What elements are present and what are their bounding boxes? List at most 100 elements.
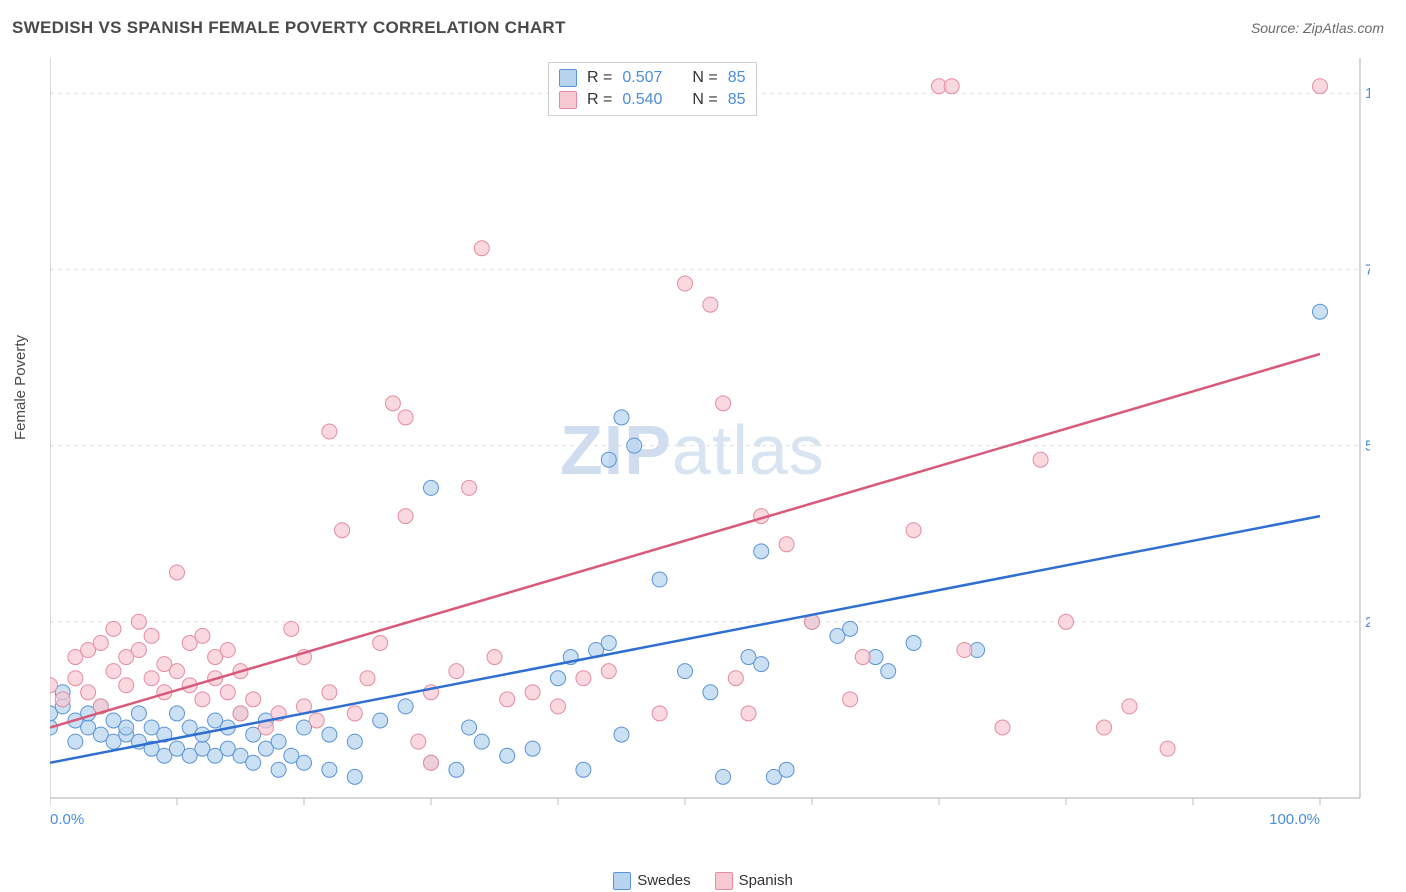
r-key: R =: [587, 69, 612, 87]
info-row: R = 0.507N = 85: [559, 67, 746, 89]
data-point: [678, 664, 693, 679]
data-point: [995, 720, 1010, 735]
data-point: [119, 720, 134, 735]
data-point: [68, 671, 83, 686]
chart-title: SWEDISH VS SPANISH FEMALE POVERTY CORREL…: [12, 18, 566, 38]
data-point: [131, 643, 146, 658]
legend-swatch-icon: [559, 69, 577, 87]
data-point: [55, 692, 70, 707]
r-value: 0.540: [622, 91, 662, 109]
data-point: [487, 650, 502, 665]
data-point: [576, 762, 591, 777]
data-point: [284, 621, 299, 636]
legend-swatch-icon: [613, 872, 631, 890]
data-point: [309, 713, 324, 728]
data-point: [716, 769, 731, 784]
data-point: [906, 635, 921, 650]
data-point: [703, 297, 718, 312]
data-point: [576, 671, 591, 686]
data-point: [652, 572, 667, 587]
chart-svg: 25.0%50.0%75.0%100.0%0.0%100.0%: [50, 58, 1370, 826]
data-point: [195, 628, 210, 643]
data-point: [754, 544, 769, 559]
data-point: [474, 241, 489, 256]
legend-item: Spanish: [715, 872, 793, 890]
data-point: [93, 635, 108, 650]
data-point: [411, 734, 426, 749]
data-point: [297, 755, 312, 770]
data-point: [855, 650, 870, 665]
data-point: [525, 685, 540, 700]
data-point: [614, 410, 629, 425]
trend-line: [50, 516, 1320, 763]
data-point: [170, 706, 185, 721]
scatter-plot: 25.0%50.0%75.0%100.0%0.0%100.0%: [50, 58, 1370, 826]
data-point: [843, 621, 858, 636]
data-point: [957, 643, 972, 658]
data-point: [398, 699, 413, 714]
data-point: [944, 79, 959, 94]
data-point: [741, 706, 756, 721]
data-point: [474, 734, 489, 749]
data-point: [385, 396, 400, 411]
data-point: [220, 685, 235, 700]
data-point: [398, 410, 413, 425]
data-point: [347, 769, 362, 784]
y-tick-label: 50.0%: [1365, 438, 1370, 455]
r-value: 0.507: [622, 69, 662, 87]
data-point: [360, 671, 375, 686]
data-point: [106, 621, 121, 636]
legend-label: Swedes: [637, 872, 690, 889]
data-point: [347, 706, 362, 721]
data-point: [322, 762, 337, 777]
data-point: [373, 713, 388, 728]
data-point: [131, 706, 146, 721]
data-point: [703, 685, 718, 700]
r-key: R =: [587, 91, 612, 109]
correlation-info-box: R = 0.507 N = 85R = 0.540 N = 85: [548, 62, 757, 116]
data-point: [601, 635, 616, 650]
data-point: [1059, 614, 1074, 629]
bottom-legend: Swedes Spanish: [0, 872, 1406, 890]
data-point: [627, 438, 642, 453]
data-point: [1033, 452, 1048, 467]
data-point: [68, 734, 83, 749]
data-point: [144, 628, 159, 643]
data-point: [906, 523, 921, 538]
data-point: [779, 537, 794, 552]
data-point: [144, 671, 159, 686]
data-point: [398, 509, 413, 524]
data-point: [322, 727, 337, 742]
x-tick-label: 0.0%: [50, 811, 84, 826]
y-axis-label: Female Poverty: [12, 335, 29, 440]
data-point: [779, 762, 794, 777]
data-point: [678, 276, 693, 291]
data-point: [652, 706, 667, 721]
data-point: [614, 727, 629, 742]
legend-swatch-icon: [715, 872, 733, 890]
data-point: [551, 671, 566, 686]
x-tick-label: 100.0%: [1269, 811, 1320, 826]
data-point: [1313, 79, 1328, 94]
info-row: R = 0.540 N = 85: [559, 89, 746, 111]
data-point: [246, 692, 261, 707]
data-point: [881, 664, 896, 679]
data-point: [220, 643, 235, 658]
data-point: [373, 635, 388, 650]
n-key: N =: [692, 91, 717, 109]
data-point: [81, 685, 96, 700]
data-point: [106, 664, 121, 679]
source-label: Source: ZipAtlas.com: [1251, 20, 1384, 36]
data-point: [716, 396, 731, 411]
n-value: 85: [728, 91, 746, 109]
data-point: [601, 452, 616, 467]
data-point: [271, 762, 286, 777]
data-point: [1122, 699, 1137, 714]
n-key: N =: [692, 69, 717, 87]
data-point: [754, 657, 769, 672]
data-point: [500, 692, 515, 707]
data-point: [322, 685, 337, 700]
data-point: [233, 706, 248, 721]
data-point: [271, 734, 286, 749]
data-point: [119, 678, 134, 693]
